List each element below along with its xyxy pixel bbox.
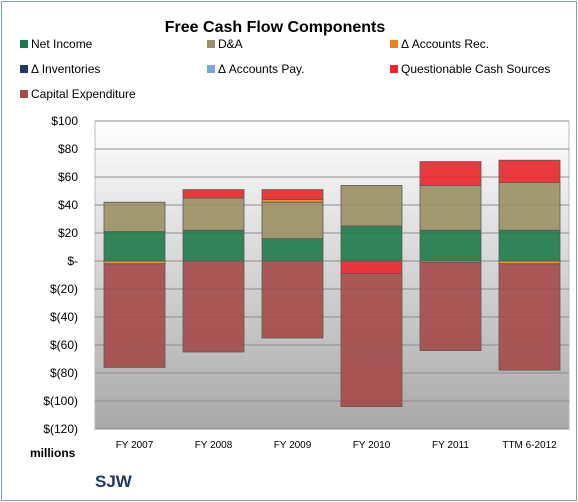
gridlines bbox=[95, 120, 569, 430]
bar-segment-net-income-fy-2011 bbox=[419, 229, 482, 262]
legend-label-inventories: Δ Inventories bbox=[31, 62, 100, 76]
bar-segment-questionable-cash-sources-fy-2010 bbox=[340, 260, 403, 275]
y-tick-label: $40 bbox=[58, 198, 78, 212]
y-tick-label: $60 bbox=[58, 170, 78, 184]
y-tick-label: $(20) bbox=[50, 282, 78, 296]
plot-area bbox=[94, 120, 570, 430]
legend-label-d-a: D&A bbox=[218, 37, 243, 51]
y-tick-label: $(40) bbox=[50, 310, 78, 324]
legend-swatch-capital-expenditure bbox=[20, 90, 28, 98]
bar-segment-questionable-cash-sources-fy-2008 bbox=[182, 189, 245, 199]
y-axis-ticks: $100 $80 $60 $40 $20 $- $(20) $(40) $(60) $(80) $(… bbox=[43, 114, 78, 436]
x-category-label: FY 2009 bbox=[274, 440, 312, 451]
x-category-label: TTM 6-2012 bbox=[502, 440, 557, 451]
bar-segment-d-a-fy-2008 bbox=[182, 197, 245, 231]
bar-segment-capital-expenditure-ttm-6-2012 bbox=[498, 263, 561, 371]
units-label: millions bbox=[30, 446, 76, 460]
bar-segment-net-income-ttm-6-2012 bbox=[498, 229, 561, 262]
company-label: SJW bbox=[95, 472, 133, 491]
legend-swatch-accounts-rec bbox=[390, 40, 398, 48]
bars bbox=[103, 159, 561, 408]
legend-label-accounts-rec: Δ Accounts Rec. bbox=[401, 37, 489, 51]
bar-segment-questionable-cash-sources-fy-2011 bbox=[419, 161, 482, 186]
y-tick-label: $20 bbox=[58, 226, 78, 240]
bar-segment-accounts-rec-fy-2007 bbox=[103, 260, 166, 265]
legend-label-accounts-pay: Δ Accounts Pay. bbox=[218, 62, 305, 76]
legend-swatch-d-a bbox=[207, 40, 215, 48]
legend-label-questionable-cash-sources: Questionable Cash Sources bbox=[401, 62, 550, 76]
x-category-label: FY 2011 bbox=[432, 440, 469, 451]
bar-segment-net-income-fy-2007 bbox=[103, 231, 166, 262]
bar-segment-capital-expenditure-fy-2007 bbox=[103, 263, 166, 368]
bar-segment-net-income-fy-2008 bbox=[182, 229, 245, 262]
legend-swatch-accounts-pay bbox=[207, 65, 215, 73]
bar-segment-accounts-rec-fy-2009 bbox=[261, 198, 324, 203]
bar-segment-capital-expenditure-fy-2011 bbox=[419, 261, 482, 351]
y-tick-label: $- bbox=[67, 254, 78, 268]
bar-segment-net-income-fy-2009 bbox=[261, 238, 324, 262]
legend: Net Income D&A Δ Accounts Rec. Δ Inventorie… bbox=[20, 37, 550, 101]
bar-segment-accounts-rec-ttm-6-2012 bbox=[498, 260, 561, 265]
legend-swatch-questionable-cash-sources bbox=[390, 65, 398, 73]
x-category-label: FY 2007 bbox=[116, 440, 154, 451]
bar-segment-capital-expenditure-fy-2008 bbox=[182, 260, 245, 353]
bar-segment-d-a-ttm-6-2012 bbox=[498, 182, 561, 231]
chart-title: Free Cash Flow Components bbox=[165, 19, 386, 36]
x-axis-categories: FY 2007 FY 2008 FY 2009 FY 2010 FY 2011 TTM 6… bbox=[116, 440, 557, 451]
bar-segment-questionable-cash-sources-ttm-6-2012 bbox=[498, 159, 561, 183]
y-tick-label: $(100) bbox=[43, 394, 78, 408]
x-category-label: FY 2010 bbox=[353, 440, 391, 451]
y-tick-label: $(80) bbox=[50, 366, 78, 380]
y-tick-label: $(120) bbox=[43, 422, 78, 436]
legend-label-net-income: Net Income bbox=[31, 37, 93, 51]
legend-label-capital-expenditure: Capital Expenditure bbox=[31, 87, 136, 101]
y-tick-label: $100 bbox=[51, 114, 78, 128]
bar-segment-questionable-cash-sources-fy-2009 bbox=[261, 189, 324, 200]
x-category-label: FY 2008 bbox=[195, 440, 233, 451]
bar-segment-capital-expenditure-fy-2009 bbox=[261, 260, 324, 339]
legend-swatch-net-income bbox=[20, 40, 28, 48]
bar-segment-d-a-fy-2009 bbox=[261, 201, 324, 239]
bar-segment-d-a-fy-2010 bbox=[340, 184, 403, 227]
y-tick-label: $(60) bbox=[50, 338, 78, 352]
legend-swatch-inventories bbox=[20, 65, 28, 73]
bar-segment-capital-expenditure-fy-2010 bbox=[340, 273, 403, 408]
y-tick-label: $80 bbox=[58, 142, 78, 156]
bar-segment-net-income-fy-2010 bbox=[340, 225, 403, 262]
bar-segment-d-a-fy-2007 bbox=[103, 201, 166, 232]
bar-segment-d-a-fy-2011 bbox=[419, 184, 482, 231]
